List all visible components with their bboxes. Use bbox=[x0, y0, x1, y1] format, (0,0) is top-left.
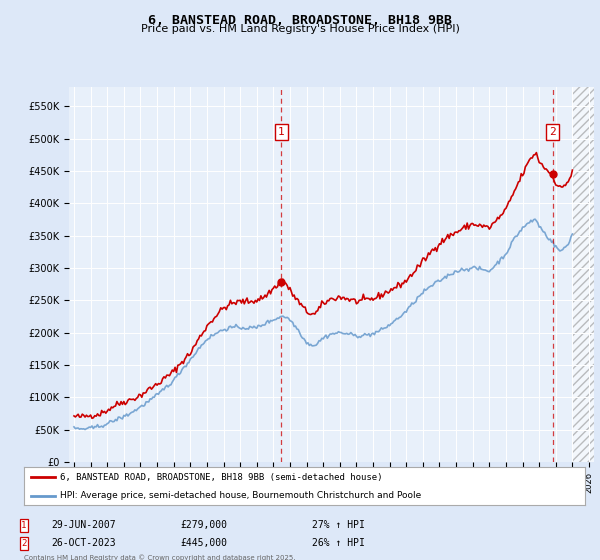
Text: £279,000: £279,000 bbox=[180, 520, 227, 530]
Text: 6, BANSTEAD ROAD, BROADSTONE, BH18 9BB (semi-detached house): 6, BANSTEAD ROAD, BROADSTONE, BH18 9BB (… bbox=[61, 473, 383, 482]
Text: 6, BANSTEAD ROAD, BROADSTONE, BH18 9BB: 6, BANSTEAD ROAD, BROADSTONE, BH18 9BB bbox=[148, 14, 452, 27]
Text: Price paid vs. HM Land Registry's House Price Index (HPI): Price paid vs. HM Land Registry's House … bbox=[140, 24, 460, 34]
Text: Contains HM Land Registry data © Crown copyright and database right 2025.
This d: Contains HM Land Registry data © Crown c… bbox=[24, 554, 296, 560]
Text: 2: 2 bbox=[22, 539, 26, 548]
Text: HPI: Average price, semi-detached house, Bournemouth Christchurch and Poole: HPI: Average price, semi-detached house,… bbox=[61, 491, 422, 500]
Text: 1: 1 bbox=[22, 521, 26, 530]
Text: 26% ↑ HPI: 26% ↑ HPI bbox=[312, 538, 365, 548]
Text: 27% ↑ HPI: 27% ↑ HPI bbox=[312, 520, 365, 530]
Text: 1: 1 bbox=[278, 127, 285, 137]
Bar bbox=[572, 87, 594, 462]
Text: 26-OCT-2023: 26-OCT-2023 bbox=[51, 538, 116, 548]
Text: 29-JUN-2007: 29-JUN-2007 bbox=[51, 520, 116, 530]
Bar bbox=[572, 87, 594, 462]
Text: £445,000: £445,000 bbox=[180, 538, 227, 548]
Text: 2: 2 bbox=[549, 127, 556, 137]
